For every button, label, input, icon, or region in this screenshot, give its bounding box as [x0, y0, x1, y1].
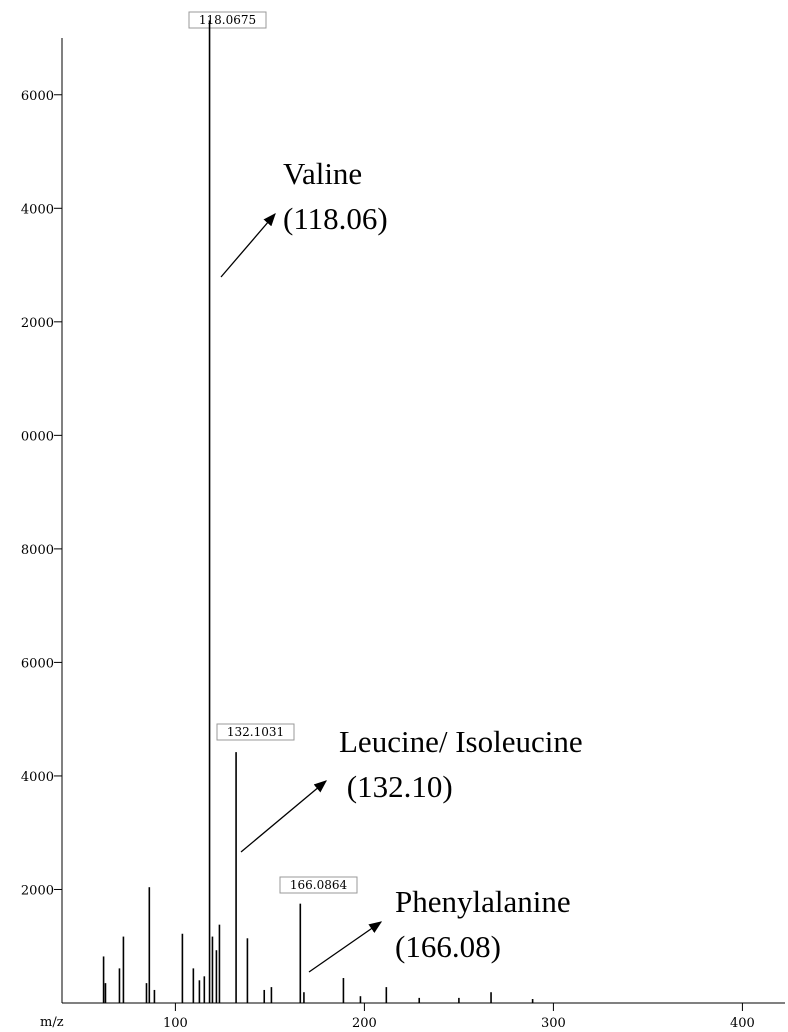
annotation-name: Valine [283, 156, 362, 191]
x-tick-label: 300 [541, 1016, 566, 1031]
annotation-name: Leucine/ Isoleucine [339, 724, 583, 759]
y-tick-label: 2000 [21, 883, 54, 898]
y-tick-label: 6000 [21, 656, 54, 671]
x-axis-label: m/z [40, 1015, 64, 1030]
peak-label-box [279, 876, 358, 894]
peak-label: 166.0864 [290, 878, 348, 892]
y-tick-label: 8000 [21, 543, 54, 558]
arrow [240, 780, 327, 853]
annotation-name: Phenylalanine [395, 884, 571, 919]
peak-label-box [216, 723, 295, 741]
arrow [220, 213, 276, 278]
x-tick-label: 200 [352, 1016, 377, 1031]
annotation-mz: (166.08) [395, 929, 501, 964]
y-tick-label: 0000 [21, 429, 54, 444]
y-tick-label: 4000 [21, 770, 54, 785]
y-tick-label: 2000 [21, 316, 54, 331]
annotation-mz: (118.06) [283, 201, 388, 236]
peak-label: 132.1031 [227, 725, 284, 739]
peak-label: 118.0675 [199, 13, 256, 27]
y-tick-label: 6000 [21, 89, 54, 104]
x-tick-label: 400 [730, 1016, 755, 1031]
y-tick-label: 4000 [21, 202, 54, 217]
peak-label-box [188, 11, 267, 29]
arrow [308, 921, 383, 973]
x-tick-label: 100 [163, 1016, 188, 1031]
annotation-mz: (132.10) [339, 769, 453, 804]
